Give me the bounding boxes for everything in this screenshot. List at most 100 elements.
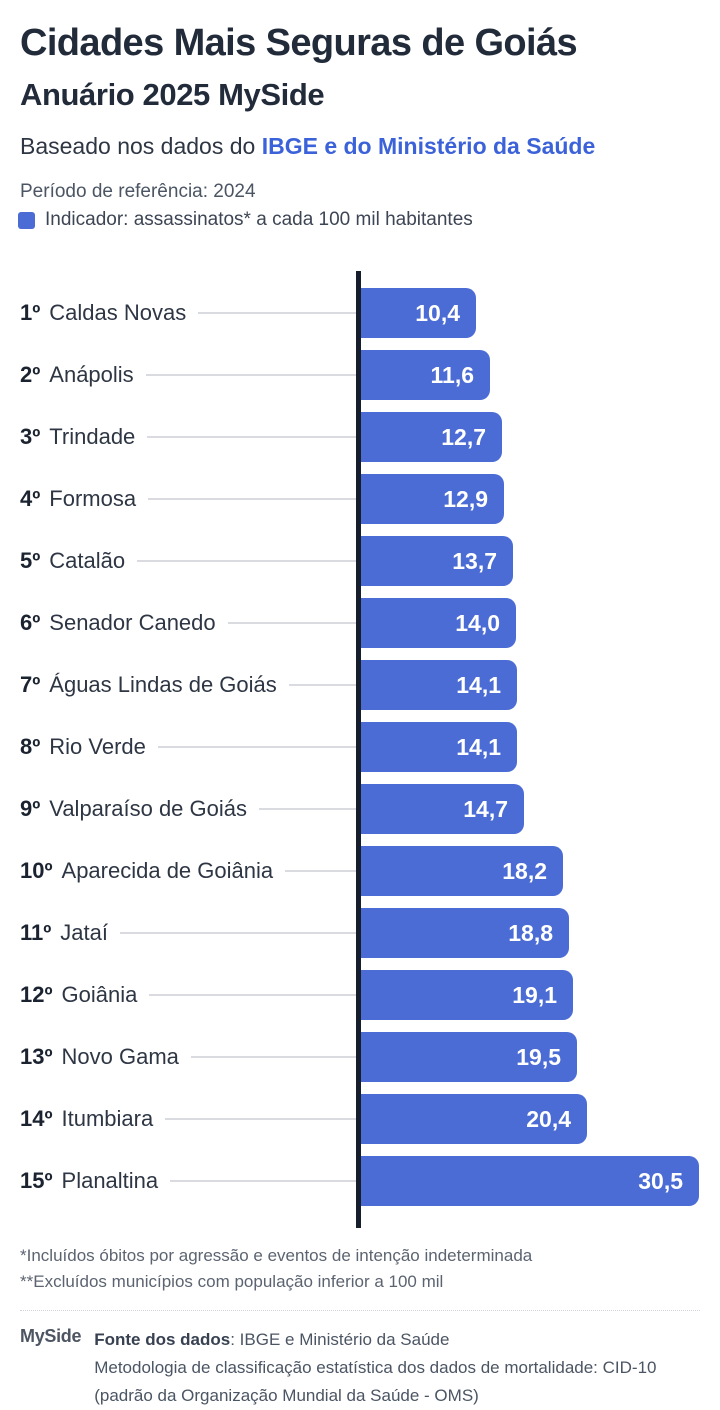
city-label: Catalão — [49, 548, 126, 573]
footnotes: *Incluídos óbitos por agressão e eventos… — [20, 1243, 532, 1295]
footer-source-value: : IBGE e Ministério da Saúde — [230, 1330, 450, 1349]
value-bar: 13,7 — [361, 536, 513, 586]
bar-value-label: 19,5 — [516, 1043, 561, 1070]
value-bar: 18,2 — [361, 846, 563, 896]
value-bar: 14,1 — [361, 722, 517, 772]
footer-source-label: Fonte dos dados — [94, 1330, 231, 1349]
leader-line — [288, 684, 356, 686]
rank-label: 6º — [20, 610, 41, 635]
rank-label: 8º — [20, 734, 41, 759]
row-label: 1º Caldas Novas — [20, 288, 356, 338]
city-label: Aparecida de Goiânia — [61, 858, 274, 883]
footnote-2: **Excluídos municípios com população inf… — [20, 1272, 444, 1291]
value-bar: 20,4 — [361, 1094, 587, 1144]
bar-value-label: 30,5 — [638, 1167, 683, 1194]
leader-line — [145, 374, 356, 376]
leader-line — [120, 932, 356, 934]
row-label: 4º Formosa — [20, 474, 356, 524]
chart-row: 12º Goiânia 19,1 — [0, 970, 720, 1020]
myside-logo: MySide — [20, 1326, 82, 1346]
chart-row: 2º Anápolis 11,6 — [0, 350, 720, 400]
value-bar: 30,5 — [361, 1156, 699, 1206]
footer-divider — [20, 1310, 700, 1311]
bar-value-label: 14,1 — [456, 671, 501, 698]
rank-label: 10º — [20, 858, 53, 883]
value-bar: 19,5 — [361, 1032, 577, 1082]
bar-value-label: 18,2 — [502, 857, 547, 884]
leader-line — [165, 1118, 356, 1120]
bar-value-label: 13,7 — [452, 547, 497, 574]
leader-line — [147, 436, 356, 438]
chart-row: 15º Planaltina 30,5 — [0, 1156, 720, 1206]
bar-value-label: 14,0 — [455, 609, 500, 636]
row-label: 5º Catalão — [20, 536, 356, 586]
bar-value-label: 10,4 — [415, 299, 460, 326]
rank-label: 14º — [20, 1106, 53, 1131]
row-label: 8º Rio Verde — [20, 722, 356, 772]
leader-line — [285, 870, 356, 872]
bar-value-label: 12,9 — [443, 485, 488, 512]
city-label: Formosa — [49, 486, 137, 511]
chart-row: 1º Caldas Novas 10,4 — [0, 288, 720, 338]
chart-row: 13º Novo Gama 19,5 — [0, 1032, 720, 1082]
footnote-1: *Incluídos óbitos por agressão e eventos… — [20, 1246, 533, 1265]
footer-methodology-1: Metodologia de classificação estatística… — [94, 1358, 657, 1377]
leader-line — [170, 1180, 356, 1182]
leader-line — [149, 994, 356, 996]
row-label: 6º Senador Canedo — [20, 598, 356, 648]
value-bar: 14,0 — [361, 598, 516, 648]
rank-label: 7º — [20, 672, 41, 697]
row-label: 12º Goiânia — [20, 970, 356, 1020]
city-label: Jataí — [60, 920, 108, 945]
city-label: Anápolis — [49, 362, 134, 387]
value-bar: 18,8 — [361, 908, 569, 958]
chart-row: 4º Formosa 12,9 — [0, 474, 720, 524]
rank-label: 15º — [20, 1168, 53, 1193]
row-label: 3º Trindade — [20, 412, 356, 462]
chart-row: 14º Itumbiara 20,4 — [0, 1094, 720, 1144]
source-link[interactable]: IBGE e do Ministério da Saúde — [261, 133, 596, 159]
row-label: 10º Aparecida de Goiânia — [20, 846, 356, 896]
source-prefix: Baseado nos dados do — [20, 133, 262, 159]
legend-label: Indicador: assassinatos* a cada 100 mil … — [45, 209, 473, 230]
city-label: Itumbiara — [61, 1106, 154, 1131]
bar-value-label: 18,8 — [508, 919, 553, 946]
value-bar: 12,9 — [361, 474, 504, 524]
chart-row: 7º Águas Lindas de Goiás 14,1 — [0, 660, 720, 710]
chart-axis-line — [356, 271, 361, 1228]
bar-value-label: 11,6 — [430, 361, 475, 388]
row-label: 15º Planaltina — [20, 1156, 356, 1206]
chart-row: 11º Jataí 18,8 — [0, 908, 720, 958]
row-label: 11º Jataí — [20, 908, 356, 958]
bar-value-label: 19,1 — [512, 981, 557, 1008]
rank-label: 5º — [20, 548, 41, 573]
rank-label: 3º — [20, 424, 41, 449]
city-label: Goiânia — [61, 982, 138, 1007]
leader-line — [190, 1056, 356, 1058]
footer-source-line: Fonte dos dados: IBGE e Ministério da Sa… — [94, 1326, 656, 1354]
city-label: Águas Lindas de Goiás — [49, 672, 277, 697]
value-bar: 12,7 — [361, 412, 502, 462]
bar-value-label: 20,4 — [526, 1105, 571, 1132]
value-bar: 14,1 — [361, 660, 517, 710]
value-bar: 11,6 — [361, 350, 490, 400]
legend-color-swatch — [18, 211, 35, 229]
rank-label: 9º — [20, 796, 41, 821]
reference-period: Período de referência: 2024 — [20, 181, 256, 202]
bar-value-label: 14,1 — [456, 733, 501, 760]
leader-line — [198, 312, 356, 314]
leader-line — [137, 560, 356, 562]
page-title: Cidades Mais Seguras de Goiás — [20, 22, 578, 64]
rank-label: 1º — [20, 300, 41, 325]
rank-label: 4º — [20, 486, 41, 511]
row-label: 9º Valparaíso de Goiás — [20, 784, 356, 834]
chart-row: 9º Valparaíso de Goiás 14,7 — [0, 784, 720, 834]
row-label: 2º Anápolis — [20, 350, 356, 400]
city-label: Planaltina — [61, 1168, 159, 1193]
city-label: Caldas Novas — [49, 300, 187, 325]
leader-line — [259, 808, 356, 810]
row-label: 14º Itumbiara — [20, 1094, 356, 1144]
chart-row: 6º Senador Canedo 14,0 — [0, 598, 720, 648]
leader-line — [157, 746, 356, 748]
